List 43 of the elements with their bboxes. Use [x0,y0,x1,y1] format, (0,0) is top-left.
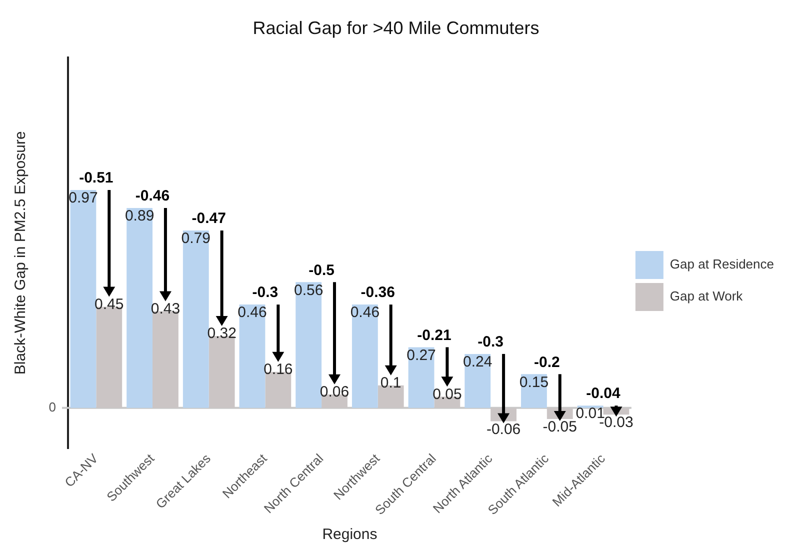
data-label: 0.24 [463,354,492,371]
data-label: 0.01 [576,405,605,422]
bar [464,354,491,408]
data-label: 0.15 [519,374,549,391]
annotation: -0.21 [417,326,452,344]
annotation: -0.3 [478,334,504,351]
bar [182,230,209,408]
ref-line-label: 0 [48,399,56,414]
data-label: 0.05 [432,386,462,403]
y-axis-title: Black-White Gap in PM2.5 Exposure [12,131,30,375]
data-label: 0.27 [406,346,436,364]
data-label: 0.1 [380,374,402,392]
data-label: 0.32 [207,325,236,342]
data-label: 0.56 [294,282,324,299]
data-label: -0.05 [542,418,577,436]
bar [352,304,378,408]
data-label: 0.46 [238,304,267,322]
data-label: 0.79 [181,230,210,248]
legend-label: Gap at Work [670,288,744,304]
bar [126,208,153,408]
data-label: 0.06 [320,384,350,401]
annotation: -0.5 [308,262,334,279]
bar [408,347,434,408]
annotation: -0.46 [135,188,170,205]
x-axis-title: Regions [322,526,378,544]
annotation: -0.36 [360,284,395,302]
legend-label: Gap at Residence [670,256,774,272]
chart-title: Racial Gap for >40 Mile Commuters [252,18,540,38]
data-label: 0.46 [350,304,380,322]
bar [296,282,322,408]
data-label: 0.89 [124,208,154,225]
annotation: -0.3 [252,284,278,302]
annotation: -0.04 [586,385,622,402]
data-label: 0.97 [68,190,98,207]
annotation: -0.2 [534,354,560,371]
bar [70,190,96,408]
annotation: -0.47 [192,210,226,228]
data-label: 0.45 [94,296,124,313]
data-label: 0.16 [264,361,293,378]
data-label: 0.43 [150,300,180,318]
annotation: -0.51 [79,170,114,187]
bar [239,304,266,408]
data-label: -0.06 [486,420,521,438]
